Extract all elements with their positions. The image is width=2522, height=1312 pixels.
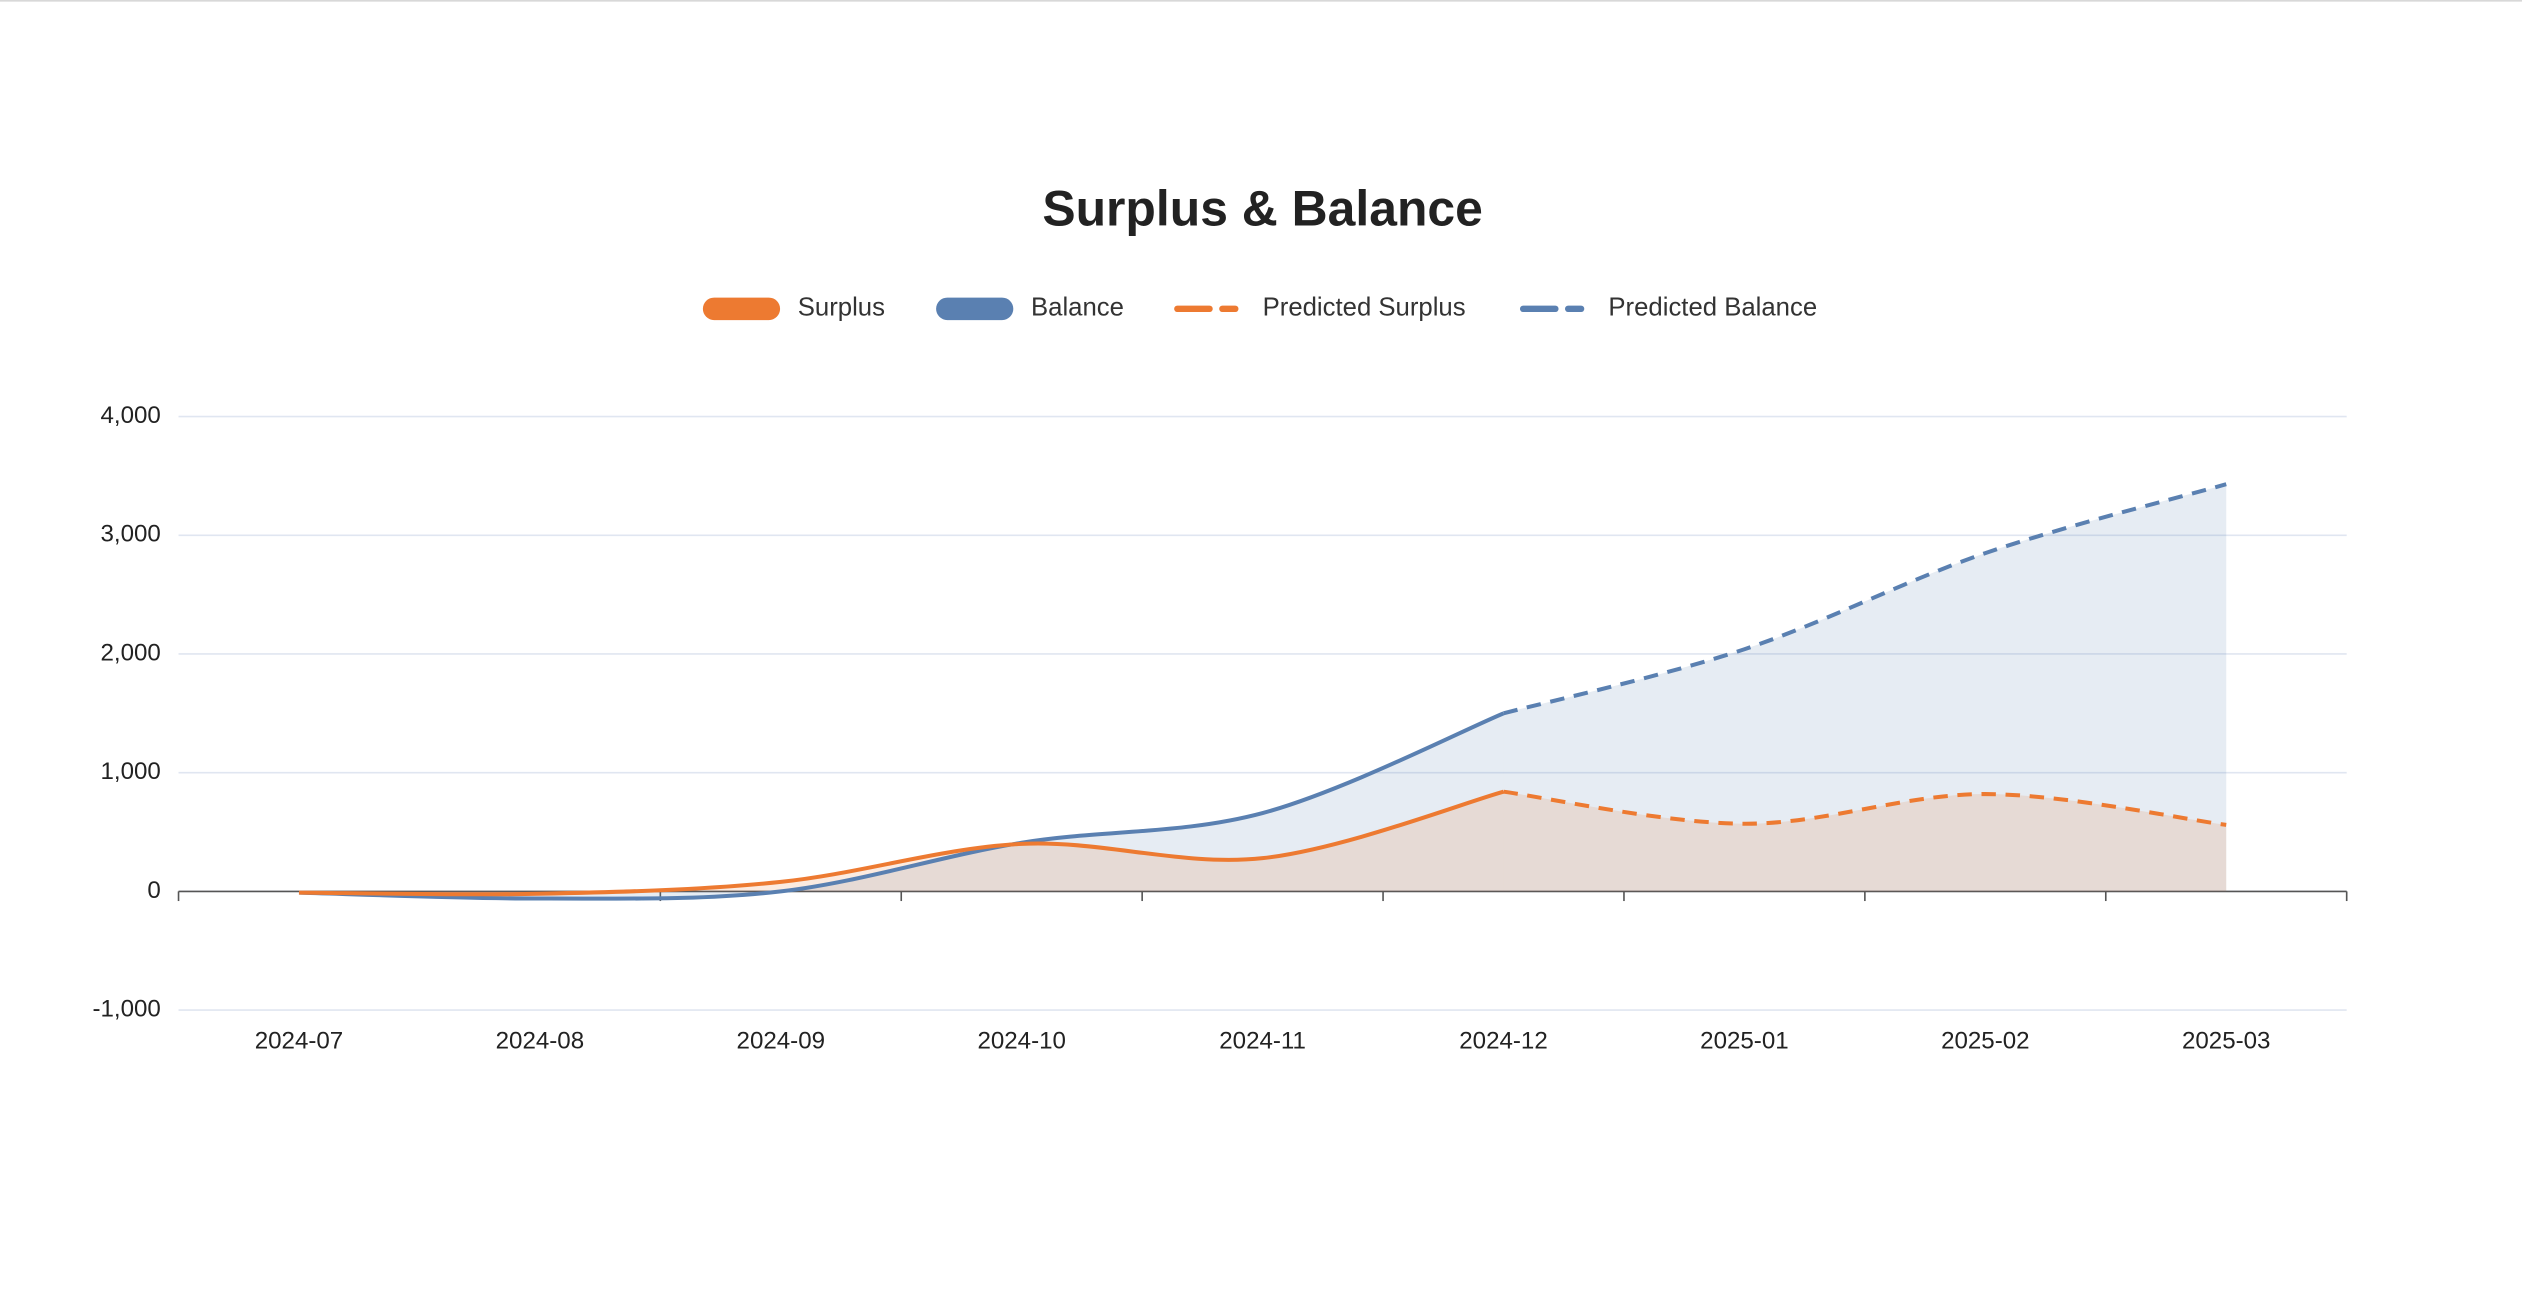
x-tick-label: 2024-10 xyxy=(977,1028,1065,1055)
area xyxy=(298,791,1504,895)
x-tick-label: 2024-12 xyxy=(1459,1028,1547,1055)
x-tick-label: 2025-02 xyxy=(1941,1028,2029,1055)
x-tick-label: 2025-03 xyxy=(2182,1028,2270,1055)
legend-label: Predicted Surplus xyxy=(1263,294,1466,322)
y-tick-label: 4,000 xyxy=(100,402,160,429)
series-line xyxy=(1503,789,2227,827)
y-tick-label: 1,000 xyxy=(100,758,160,785)
y-tick-label: 2,000 xyxy=(100,639,160,666)
legend-label: Predicted Balance xyxy=(1608,294,1817,322)
series-line xyxy=(298,789,1505,897)
chart-title: Surplus & Balance xyxy=(1042,180,1483,236)
legend-icon xyxy=(702,297,781,321)
area xyxy=(1503,791,2227,892)
x-tick-label: 2024-11 xyxy=(1219,1028,1306,1055)
y-tick-label: 3,000 xyxy=(100,521,160,548)
x-tick-label: 2025-01 xyxy=(1700,1028,1788,1055)
x-tick-label: 2024-07 xyxy=(255,1028,343,1055)
series-line xyxy=(298,711,1505,901)
legend-label: Balance xyxy=(1031,294,1124,322)
area xyxy=(1503,484,2227,892)
y-tick-label: -1,000 xyxy=(92,995,160,1022)
y-tick-label: 0 xyxy=(147,877,160,904)
legend-icon xyxy=(936,297,1014,321)
x-tick-label: 2024-08 xyxy=(496,1028,584,1055)
x-tick-label: 2024-09 xyxy=(737,1028,825,1055)
area xyxy=(298,713,1504,899)
legend-label: Surplus xyxy=(798,294,885,322)
